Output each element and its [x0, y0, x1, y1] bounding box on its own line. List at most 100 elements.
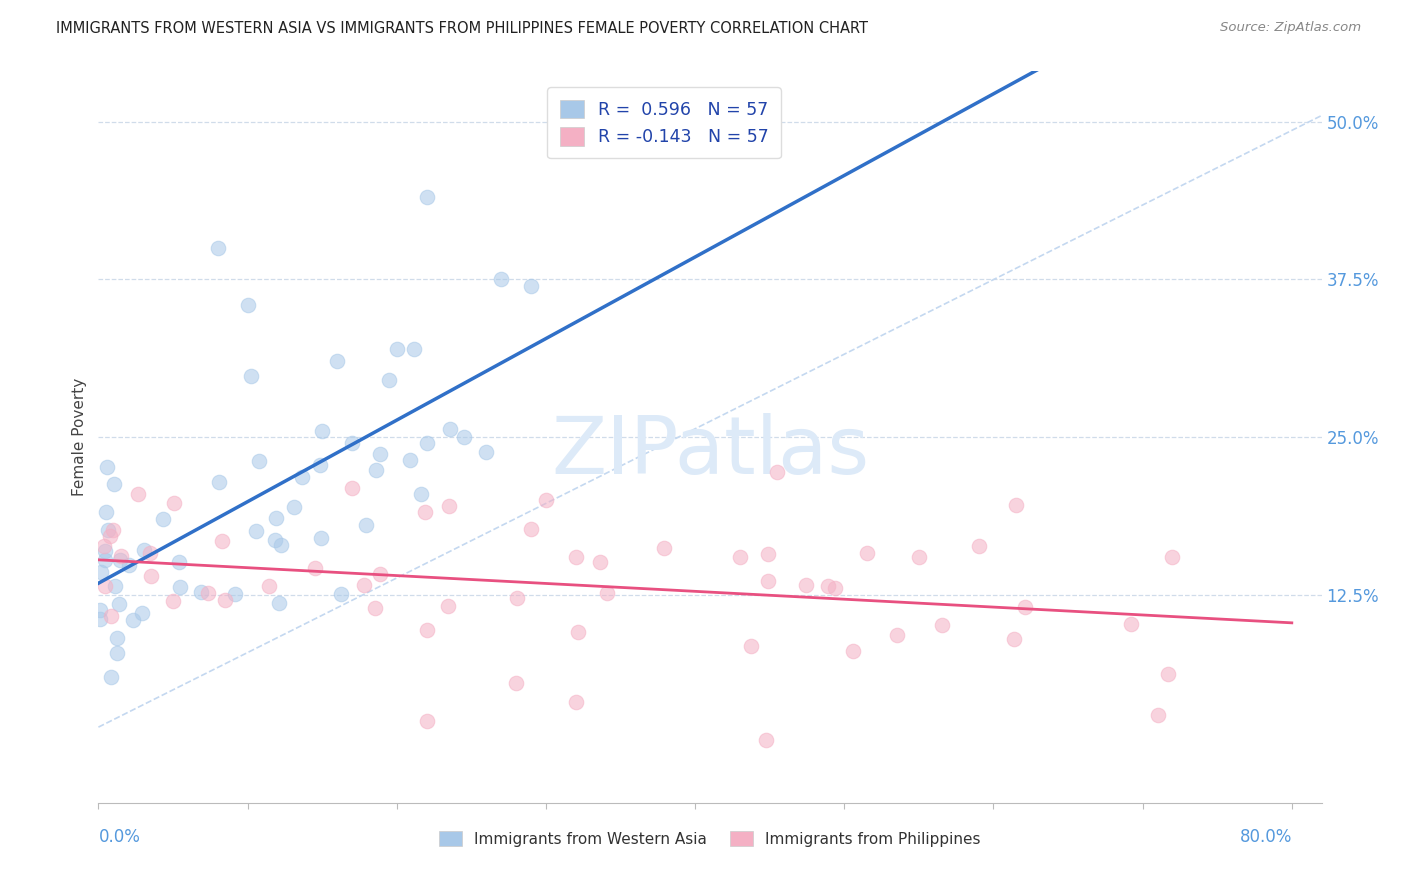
Point [1004, 498, 1026, 512]
Point [1156, 666, 1178, 681]
Point [131, 606, 153, 620]
Point [505, 676, 527, 690]
Point [565, 549, 588, 564]
Point [100, 609, 122, 624]
Point [567, 625, 589, 640]
Point [755, 732, 778, 747]
Point [765, 466, 787, 480]
Point [326, 354, 349, 368]
Point [364, 601, 387, 615]
Point [534, 493, 557, 508]
Point [740, 639, 762, 653]
Text: 0.0%: 0.0% [98, 828, 141, 846]
Point [139, 546, 162, 560]
Point [728, 549, 751, 564]
Point [291, 470, 314, 484]
Point [340, 481, 363, 495]
Point [415, 505, 437, 519]
Point [139, 569, 162, 583]
Text: 80.0%: 80.0% [1240, 828, 1292, 846]
Point [908, 549, 931, 564]
Point [132, 542, 155, 557]
Text: Source: ZipAtlas.com: Source: ZipAtlas.com [1220, 21, 1361, 35]
Point [236, 298, 259, 312]
Point [931, 617, 953, 632]
Text: ZIPatlas: ZIPatlas [551, 413, 869, 491]
Point [108, 552, 131, 566]
Point [368, 566, 391, 581]
Point [453, 430, 475, 444]
Point [89, 602, 111, 616]
Point [385, 342, 408, 356]
Point [127, 487, 149, 501]
Point [103, 477, 125, 491]
Point [411, 487, 433, 501]
Point [122, 613, 145, 627]
Point [967, 539, 990, 553]
Point [565, 695, 588, 709]
Point [283, 500, 305, 514]
Point [416, 623, 439, 637]
Point [94, 553, 117, 567]
Point [756, 574, 779, 588]
Point [399, 453, 422, 467]
Point [96, 460, 118, 475]
Point [264, 511, 287, 525]
Point [756, 547, 779, 561]
Text: IMMIGRANTS FROM WESTERN ASIA VS IMMIGRANTS FROM PHILIPPINES FEMALE POVERTY CORRE: IMMIGRANTS FROM WESTERN ASIA VS IMMIGRAN… [56, 21, 869, 37]
Point [489, 272, 512, 286]
Point [207, 241, 229, 255]
Point [96, 524, 118, 538]
Point [309, 532, 332, 546]
Point [439, 422, 461, 436]
Point [239, 368, 262, 383]
Point [415, 436, 437, 450]
Point [589, 555, 612, 569]
Point [794, 578, 817, 592]
Legend: Immigrants from Western Asia, Immigrants from Philippines: Immigrants from Western Asia, Immigrants… [429, 820, 991, 857]
Point [652, 541, 675, 556]
Point [93, 539, 115, 553]
Point [98, 529, 121, 543]
Point [110, 549, 132, 564]
Point [505, 591, 527, 605]
Point [1161, 549, 1184, 564]
Point [264, 533, 287, 547]
Point [520, 522, 543, 536]
Point [309, 458, 332, 472]
Point [96, 505, 118, 519]
Point [364, 463, 387, 477]
Point [224, 587, 246, 601]
Point [247, 454, 270, 468]
Point [118, 558, 141, 572]
Point [105, 647, 128, 661]
Point [245, 524, 267, 539]
Point [101, 523, 124, 537]
Point [208, 475, 231, 490]
Point [211, 533, 233, 548]
Point [415, 190, 437, 204]
Point [108, 597, 131, 611]
Point [437, 500, 460, 514]
Point [197, 586, 219, 600]
Point [100, 670, 122, 684]
Point [354, 517, 377, 532]
Point [340, 436, 363, 450]
Point [94, 544, 117, 558]
Point [824, 581, 846, 595]
Point [378, 373, 401, 387]
Point [167, 555, 190, 569]
Point [89, 612, 111, 626]
Point [415, 714, 437, 728]
Point [1002, 632, 1025, 646]
Point [1014, 599, 1036, 614]
Point [475, 445, 498, 459]
Point [105, 631, 128, 645]
Point [329, 586, 352, 600]
Point [886, 628, 908, 642]
Point [90, 565, 112, 579]
Point [214, 593, 236, 607]
Point [1146, 707, 1168, 722]
Y-axis label: Female Poverty: Female Poverty [72, 378, 87, 496]
Point [257, 579, 280, 593]
